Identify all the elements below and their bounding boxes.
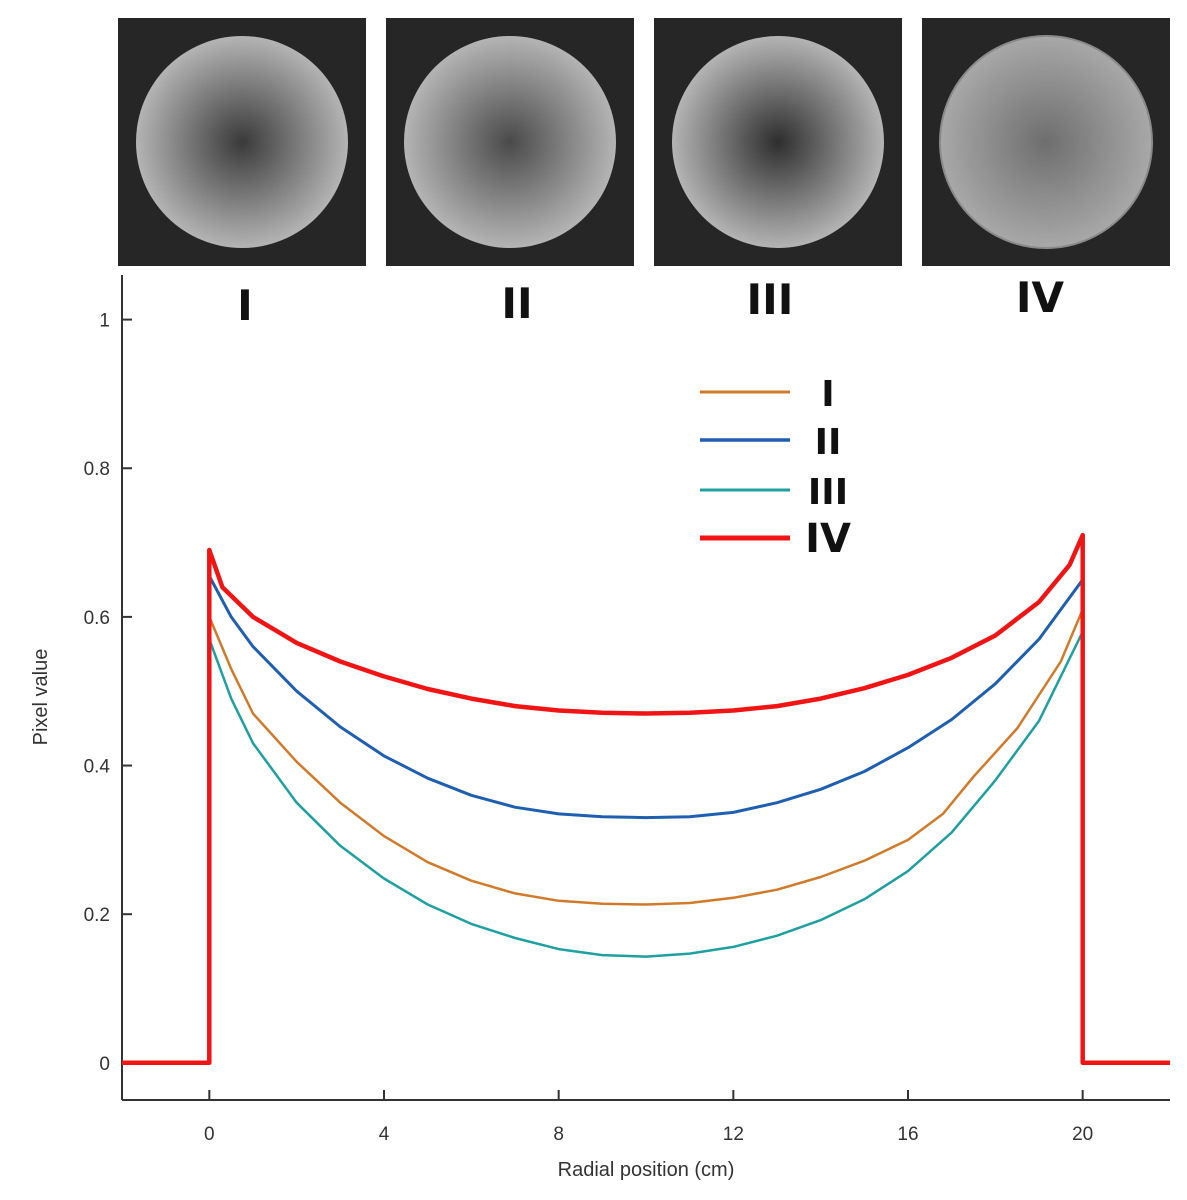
x-tick-label: 16 [897,1124,918,1145]
series-line-iv [122,532,1170,1066]
y-tick-label: 0 [99,1054,110,1075]
legend-label-iv: IV [805,516,851,562]
phantom-panel-ii [386,18,634,266]
legend-label-i: I [821,374,834,415]
x-tick-label: 8 [553,1124,564,1145]
y-tick-label: 0.4 [84,757,111,778]
y-tick-label: 1 [99,311,110,332]
phantom-panel-iii [654,18,902,266]
x-ticks: 0 4 8 12 16 20 [204,1090,1093,1145]
series-line-ii [122,574,1170,1065]
series-line-iii [122,630,1170,1065]
y-tick-label: 0.8 [84,459,110,480]
x-tick-label: 4 [379,1124,390,1145]
y-tick-label: 0.2 [84,905,110,926]
phantom-panel-i [118,18,366,266]
legend-label-iii: III [808,472,848,513]
panel-label-ii: II [501,279,532,328]
y-tick-label: 0.6 [84,608,110,629]
panel-label-iv: IV [1016,273,1065,322]
series-layer [122,532,1170,1066]
y-axis-title: Pixel value [30,649,52,746]
phantom-panels [118,18,1170,266]
legend-label-ii: II [815,422,842,463]
series-line-i [122,608,1170,1065]
phantom-panel-iv [922,18,1170,266]
x-tick-label: 20 [1072,1124,1093,1145]
panel-label-iii: III [747,275,794,324]
x-tick-label: 0 [204,1124,215,1145]
y-ticks: 0 0.2 0.4 0.6 0.8 1 [84,311,132,1075]
x-tick-label: 12 [723,1124,744,1145]
x-axis-title: Radial position (cm) [558,1159,735,1181]
panel-label-i: I [237,281,253,330]
